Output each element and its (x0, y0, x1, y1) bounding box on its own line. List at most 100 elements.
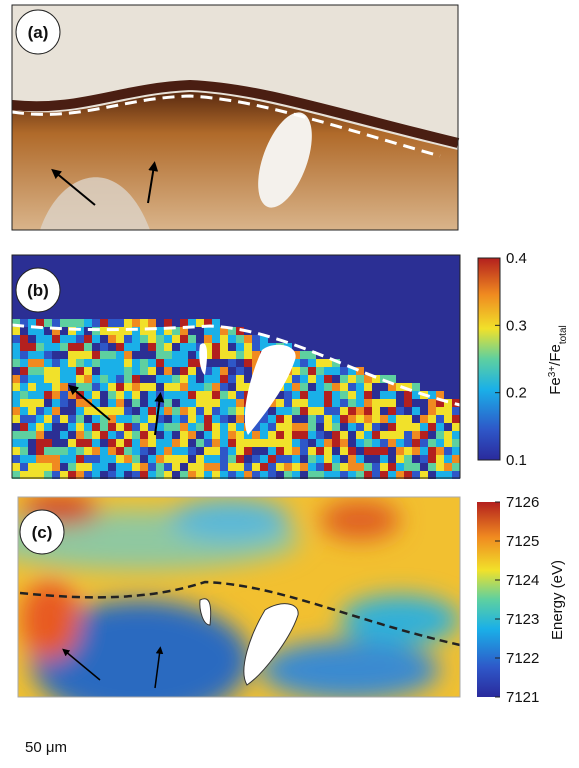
map-cell (12, 407, 20, 415)
map-cell (172, 391, 180, 399)
map-cell (68, 351, 76, 359)
map-cell (132, 407, 140, 415)
map-cell (276, 391, 284, 399)
map-cell (316, 359, 324, 367)
map-cell (252, 455, 260, 463)
map-cell (132, 423, 140, 431)
map-cell (300, 423, 308, 431)
map-cell (212, 447, 220, 455)
map-cell (188, 415, 196, 423)
map-cell (28, 447, 36, 455)
map-cell (292, 407, 300, 415)
map-cell (316, 455, 324, 463)
map-cell (28, 471, 36, 479)
map-cell (228, 407, 236, 415)
map-cell (212, 407, 220, 415)
map-cell (220, 423, 228, 431)
map-cell (244, 471, 252, 479)
map-cell (196, 447, 204, 455)
map-cell (452, 423, 460, 431)
map-cell (180, 359, 188, 367)
map-cell (148, 423, 156, 431)
map-cell (436, 439, 444, 447)
map-cell (132, 367, 140, 375)
map-cell (116, 383, 124, 391)
map-cell (260, 439, 268, 447)
map-cell (52, 383, 60, 391)
map-cell (172, 415, 180, 423)
map-cell (412, 439, 420, 447)
label-badge (15, 9, 61, 55)
map-cell (12, 471, 20, 479)
map-cell (388, 463, 396, 471)
map-cell (412, 391, 420, 399)
map-cell (188, 407, 196, 415)
map-cell (340, 407, 348, 415)
map-cell (364, 391, 372, 399)
map-cell (148, 471, 156, 479)
map-cell (164, 423, 172, 431)
map-cell (132, 471, 140, 479)
map-cell (100, 367, 108, 375)
map-cell (172, 319, 180, 327)
crystal (40, 177, 150, 230)
map-cell (100, 327, 108, 335)
map-cell (60, 423, 68, 431)
void (258, 112, 312, 208)
map-cell (196, 471, 204, 479)
map-cell (300, 431, 308, 439)
map-cell (20, 319, 28, 327)
map-cell (180, 431, 188, 439)
map-cell (356, 463, 364, 471)
map-cell (92, 431, 100, 439)
map-cell (92, 391, 100, 399)
map-cell (100, 319, 108, 327)
map-cell (108, 431, 116, 439)
map-cell (388, 383, 396, 391)
map-cell (380, 471, 388, 479)
map-cell (140, 367, 148, 375)
map-cell (92, 367, 100, 375)
map-cell (28, 439, 36, 447)
map-cell (108, 351, 116, 359)
map-cell (156, 383, 164, 391)
map-cell (108, 359, 116, 367)
map-cell (44, 463, 52, 471)
map-cell (172, 399, 180, 407)
map-cell (228, 359, 236, 367)
map-cell (196, 375, 204, 383)
map-cell (116, 455, 124, 463)
map-cell (196, 439, 204, 447)
map-cell (300, 455, 308, 463)
void (244, 344, 296, 435)
map-cell (300, 415, 308, 423)
map-cell (316, 447, 324, 455)
map-cell (108, 447, 116, 455)
map-cell (372, 407, 380, 415)
frame (17, 496, 461, 698)
map-cell (452, 415, 460, 423)
map-cell (196, 399, 204, 407)
map-cell (60, 455, 68, 463)
map-cell (436, 463, 444, 471)
map-cell (12, 375, 20, 383)
map-cell (172, 351, 180, 359)
map-cell (244, 447, 252, 455)
colorbar-tick-label: 7121 (506, 689, 539, 706)
arrow (62, 648, 101, 681)
map-cell (36, 375, 44, 383)
map-cell (388, 407, 396, 415)
map-cell (292, 455, 300, 463)
map-cell (372, 471, 380, 479)
map-cell (444, 415, 452, 423)
map-cell (156, 447, 164, 455)
map-cell (292, 383, 300, 391)
map-cell (60, 327, 68, 335)
map-cell (44, 439, 52, 447)
map-cell (28, 367, 36, 375)
map-cell (212, 351, 220, 359)
label-badge (19, 509, 65, 555)
map-cell (204, 367, 212, 375)
map-cell (364, 455, 372, 463)
map-cell (84, 439, 92, 447)
